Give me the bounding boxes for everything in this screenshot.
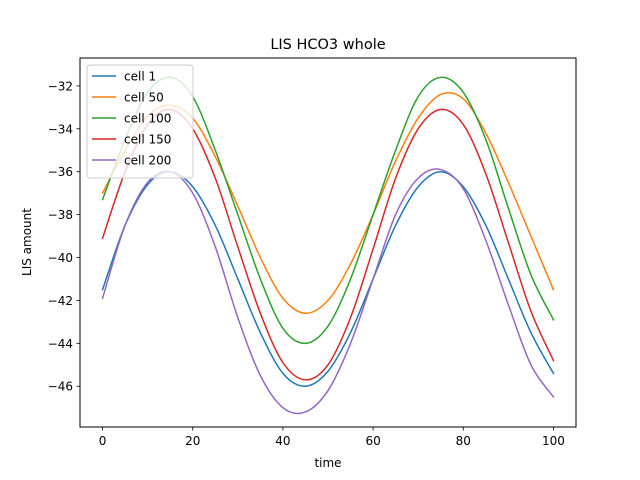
y-tick-label: −40 [48,251,73,265]
x-tick-label: 20 [185,434,200,448]
legend-entry-label: cell 100 [124,112,171,126]
y-tick-label: −44 [48,337,73,351]
legend: cell 1 cell 50 cell 100 cell 150 cell 200 [86,64,194,179]
legend-entry-label: cell 50 [124,91,164,105]
x-tick-label: 100 [542,434,565,448]
legend-box [86,64,194,179]
y-tick-label: −32 [48,79,73,93]
legend-entry-label: cell 150 [124,133,171,147]
chart-title: LIS HCO3 whole [270,37,385,53]
x-axis: 0 20 40 60 80 100 [99,427,565,448]
x-axis-label: time [314,456,341,470]
legend-entry-label: cell 200 [124,154,171,168]
y-axis: −46 −44 −42 −40 −38 −36 −34 −32 [48,79,80,394]
y-tick-label: −42 [48,294,73,308]
y-tick-label: −34 [48,122,73,136]
y-tick-label: −46 [48,380,73,394]
axes-frame [79,57,577,428]
x-tick-label: 40 [275,434,290,448]
x-tick-label: 80 [456,434,471,448]
y-axis-label: LIS amount [20,208,34,276]
y-tick-label: −38 [48,208,73,222]
x-tick-label: 60 [365,434,380,448]
x-tick-label: 0 [99,434,107,448]
y-tick-label: −36 [48,165,73,179]
legend-entry-label: cell 1 [124,70,156,84]
